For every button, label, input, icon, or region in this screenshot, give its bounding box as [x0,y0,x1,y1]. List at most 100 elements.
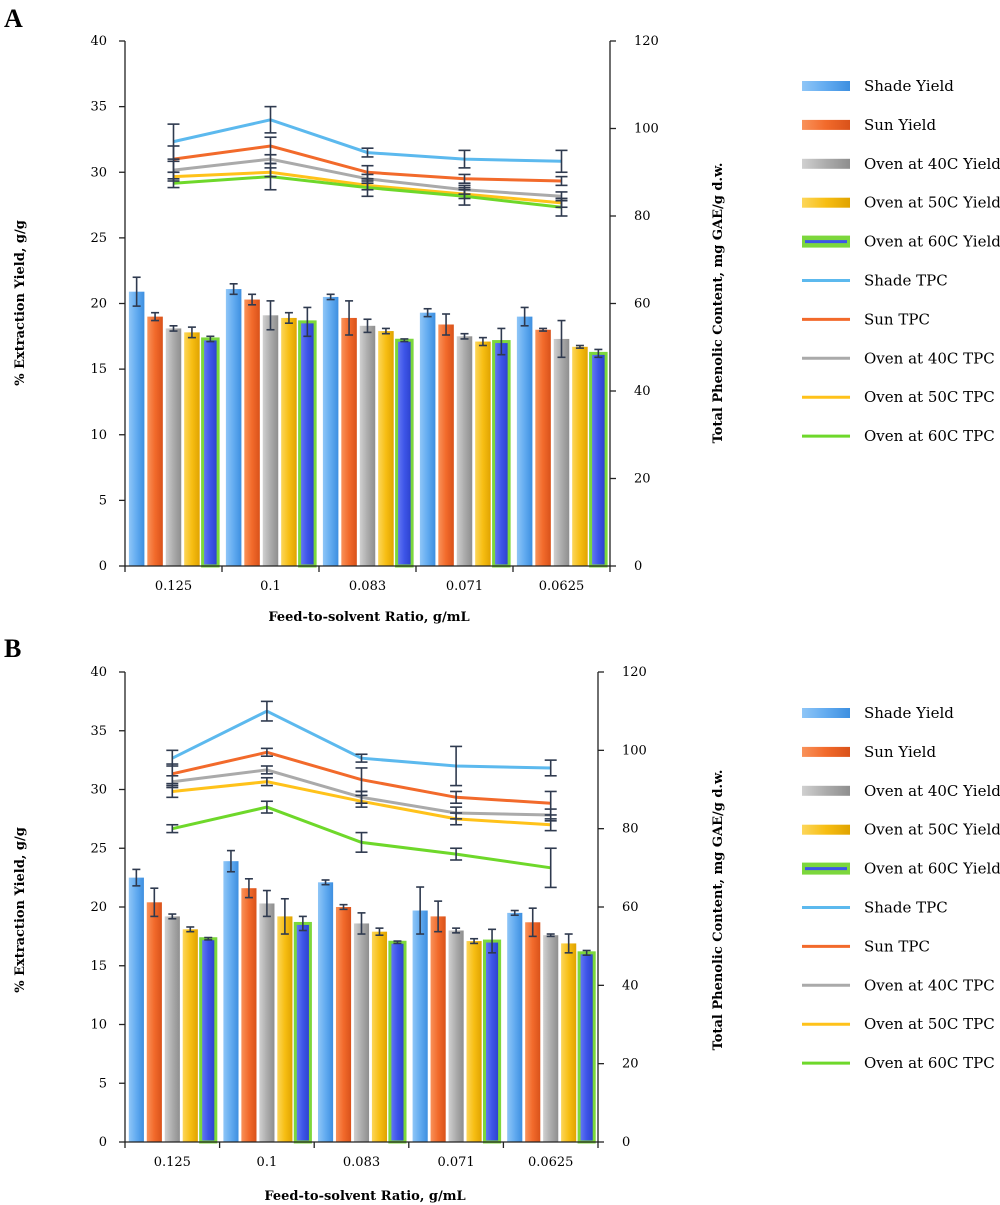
y-tick-label: 0 [99,1135,107,1150]
y-tick-label: 20 [90,297,107,312]
legend-label: Sun Yield [864,743,936,761]
y2-tick-label: 20 [634,472,651,487]
x-tick-label: 0.1 [257,1155,278,1170]
x-tick-label: 0.0625 [528,1155,574,1170]
x-axis-title: Feed-to-solvent Ratio, g/mL [268,610,469,625]
y2-tick-label: 60 [634,297,651,312]
y2-tick-label: 80 [622,822,639,837]
x-tick-label: 0.125 [155,579,192,594]
bar [335,907,352,1142]
bar [395,338,414,568]
legend-label: Oven at 40C Yield [864,155,1000,173]
y2-tick-label: 120 [634,34,659,49]
legend-label: Shade Yield [864,77,954,95]
chart-panel-b: B 0 5 10 15 20 25 30 35 40 0 20 40 60 80 100 120 0.125 0.… [4,634,1000,1204]
panel-letter: A [4,4,23,33]
y-tick-label: 40 [90,665,107,680]
bar [298,320,317,568]
x-tick-label: 0.0625 [539,579,585,594]
bar [317,882,334,1142]
x-tick-label: 0.071 [446,579,483,594]
legend-swatch [802,824,850,835]
x-axis-title: Feed-to-solvent Ratio, g/mL [264,1189,465,1204]
bar [353,923,370,1142]
bar [293,921,312,1144]
y2-axis-title: Total Phenolic Content, mg GAE/g d.w. [711,770,726,1051]
bar [492,340,511,568]
legend-label: Oven at 60C TPC [864,1054,995,1072]
y2-tick-label: 100 [622,743,647,758]
y-tick-label: 0 [99,559,107,574]
bar [516,316,533,566]
bar [341,317,357,566]
y-tick-label: 30 [90,165,107,180]
bar [182,929,198,1142]
bar [543,935,559,1142]
bar [456,336,473,566]
legend-swatch [802,81,850,91]
bar [378,331,394,566]
legend-label: Sun TPC [864,937,930,955]
bar [128,291,145,566]
y-tick-label: 25 [90,231,107,246]
panel-letter: B [4,634,21,663]
y2-tick-label: 100 [634,122,659,137]
y2-tick-label: 0 [634,559,642,574]
legend-swatch [802,708,850,718]
y2-tick-label: 80 [634,209,651,224]
bar [475,341,491,566]
bar [561,943,577,1142]
bar [448,930,464,1142]
bar [525,922,541,1142]
axes: 0 5 10 15 20 25 30 35 40 0 20 40 60 80 100 120 0.125 0.1 0… [90,665,646,1170]
bar [128,877,144,1142]
bar [553,338,570,566]
y-tick-label: 30 [90,783,107,798]
y-tick-label: 15 [90,362,107,377]
legend-label: Oven at 60C Yield [864,860,1000,878]
y2-tick-label: 20 [622,1057,639,1072]
bar [322,296,339,566]
legend-swatch [802,119,850,130]
bar [259,903,275,1142]
y2-tick-label: 60 [622,900,639,915]
legend-swatch [802,785,850,796]
bar [482,939,502,1144]
y-tick-label: 40 [90,34,107,49]
bar [438,324,454,566]
bar [371,931,388,1142]
legend-swatch [802,746,850,757]
bar [201,337,220,568]
bar [412,910,428,1142]
x-tick-label: 0.1 [260,579,281,594]
y2-tick-label: 40 [622,978,639,993]
bar-layer [128,849,596,1144]
bar [277,916,293,1142]
bar [146,902,162,1142]
y-tick-label: 25 [90,841,107,856]
legend: Shade Yield Sun Yield Oven at 40C Yield Ove… [802,704,1000,1072]
y-axis-title: % Extraction Yield, g/g [13,827,28,993]
bar [572,346,588,566]
bar [466,941,482,1142]
bar [147,316,163,566]
x-tick-label: 0.083 [343,1155,380,1170]
bar [535,329,551,566]
legend-label: Oven at 50C TPC [864,1015,995,1033]
line-layer [166,700,557,889]
y2-axis-title: Total Phenolic Content, mg GAE/g d.w. [711,163,726,444]
legend-label: Oven at 60C TPC [864,427,995,445]
legend-label: Oven at 50C Yield [864,194,1000,212]
x-tick-label: 0.071 [437,1155,474,1170]
bar [388,940,407,1144]
y-tick-label: 35 [90,724,107,739]
legend-label: Oven at 40C TPC [864,349,995,367]
bar [577,951,596,1144]
bar [244,299,260,566]
bar-layer [128,276,608,568]
y-tick-label: 15 [90,959,107,974]
bar [199,937,218,1144]
y2-tick-label: 120 [622,665,647,680]
bar [164,916,180,1142]
y-tick-label: 35 [90,100,107,115]
